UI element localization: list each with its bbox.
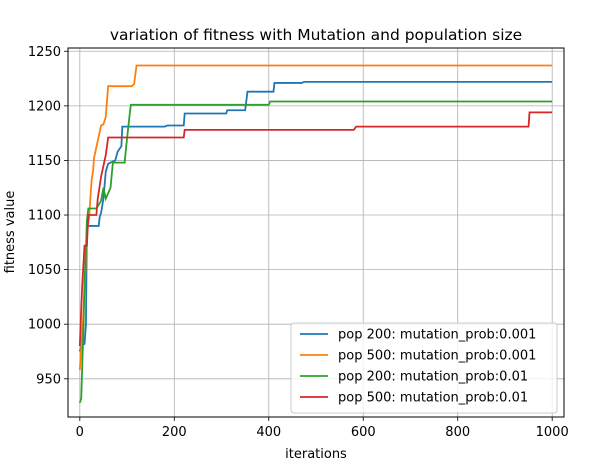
- plot-frame: [67, 47, 565, 418]
- x-axis-label: iterations: [285, 447, 347, 462]
- x-tick-label: 1000: [536, 425, 569, 440]
- y-axis-label: fitness value: [3, 191, 18, 274]
- y-tick-label: 1200: [28, 99, 61, 114]
- series-line-1: [78, 80, 553, 352]
- x-tick-label: 0: [76, 425, 84, 440]
- y-tick-label: 1000: [28, 318, 61, 333]
- series-line-4: [78, 111, 553, 347]
- x-tick-label: 600: [351, 425, 376, 440]
- axis-ticks: 0 200 400 600 800 1000 950 1000 1050 1100 1150 1200…: [28, 45, 569, 440]
- legend-label: pop 500: mutation_prob:0.001: [338, 349, 536, 364]
- y-tick-label: 1050: [28, 263, 61, 278]
- legend-label: pop 500: mutation_prob:0.01: [338, 391, 528, 406]
- y-tick-label: 1100: [28, 209, 61, 224]
- legend-label: pop 200: mutation_prob:0.01: [338, 370, 528, 385]
- series-lines: [78, 64, 553, 404]
- legend-label: pop 200: mutation_prob:0.001: [338, 328, 536, 343]
- x-tick-label: 200: [162, 425, 187, 440]
- x-tick-label: 400: [256, 425, 281, 440]
- y-tick-label: 950: [36, 372, 61, 387]
- x-tick-label: 800: [445, 425, 470, 440]
- series-line-3: [78, 100, 553, 404]
- y-tick-label: 1150: [28, 154, 61, 169]
- chart-title: variation of fitness with Mutation and p…: [110, 26, 522, 44]
- grid: [68, 48, 564, 417]
- y-tick-label: 1250: [28, 45, 61, 60]
- legend-box: [290, 322, 558, 414]
